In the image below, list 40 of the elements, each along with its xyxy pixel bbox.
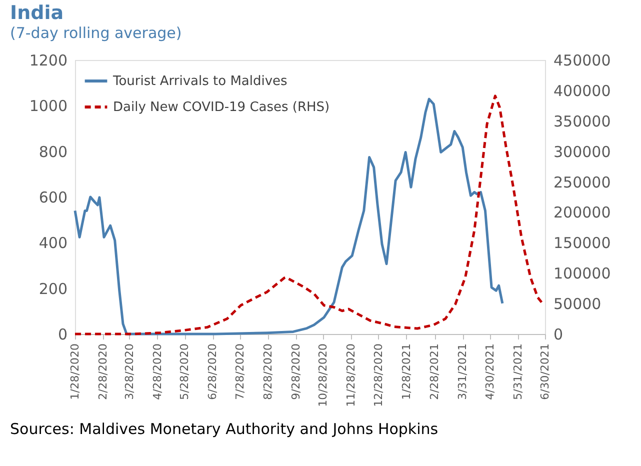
chart-title: India bbox=[10, 2, 64, 24]
source-note: Sources: Maldives Monetary Authority and Johns Hopkins bbox=[10, 420, 438, 438]
x-tick-label: 3/28/2020 bbox=[122, 344, 136, 400]
y2-tick-label: 350000 bbox=[554, 112, 611, 130]
x-tick-label: 6/30/2021 bbox=[538, 344, 552, 400]
y2-tick-label: 150000 bbox=[554, 234, 611, 252]
chart-subtitle: (7-day rolling average) bbox=[10, 24, 182, 42]
y2-tick-label: 250000 bbox=[554, 173, 611, 192]
x-tick-label: 4/28/2020 bbox=[150, 344, 164, 400]
x-tick-label: 2/28/2021 bbox=[428, 344, 442, 400]
x-tick-label: 5/31/2021 bbox=[511, 344, 524, 400]
legend-label: Daily New COVID-19 Cases (RHS) bbox=[113, 100, 330, 115]
x-tick-label: 11/28/2020 bbox=[344, 344, 358, 407]
x-tick-label: 1/28/2021 bbox=[400, 344, 413, 400]
x-tick-label: 1/28/2020 bbox=[68, 344, 82, 400]
y-tick-label: 1000 bbox=[29, 97, 68, 116]
x-tick-label: 8/28/2020 bbox=[261, 344, 274, 400]
legend-label: Tourist Arrivals to Maldives bbox=[112, 74, 288, 89]
x-tick-label: 3/31/2021 bbox=[456, 344, 470, 400]
y-tick-label: 400 bbox=[38, 234, 68, 252]
y-tick-label: 1200 bbox=[29, 52, 68, 70]
x-tick-label: 10/28/2020 bbox=[316, 344, 330, 407]
y-tick-label: 600 bbox=[38, 188, 68, 206]
y2-tick-label: 50000 bbox=[554, 295, 602, 314]
x-tick-label: 9/28/2020 bbox=[289, 344, 302, 400]
y2-tick-label: 100000 bbox=[554, 264, 611, 283]
y-tick-label: 0 bbox=[58, 326, 68, 344]
x-tick-label: 7/28/2020 bbox=[233, 344, 246, 400]
y2-tick-label: 450000 bbox=[554, 52, 611, 70]
x-tick-label: 5/28/2020 bbox=[178, 344, 192, 400]
x-tick-label: 12/28/2020 bbox=[372, 344, 385, 407]
y-tick-label: 200 bbox=[38, 280, 68, 298]
y-tick-label: 800 bbox=[38, 142, 68, 161]
y2-tick-label: 0 bbox=[554, 326, 564, 344]
x-tick-label: 6/28/2020 bbox=[206, 344, 220, 400]
y2-tick-label: 200000 bbox=[554, 204, 611, 222]
x-tick-label: 4/30/2021 bbox=[483, 344, 496, 400]
y2-tick-label: 400000 bbox=[554, 82, 611, 100]
y2-tick-label: 300000 bbox=[554, 142, 611, 161]
x-tick-label: 2/28/2020 bbox=[96, 344, 110, 400]
